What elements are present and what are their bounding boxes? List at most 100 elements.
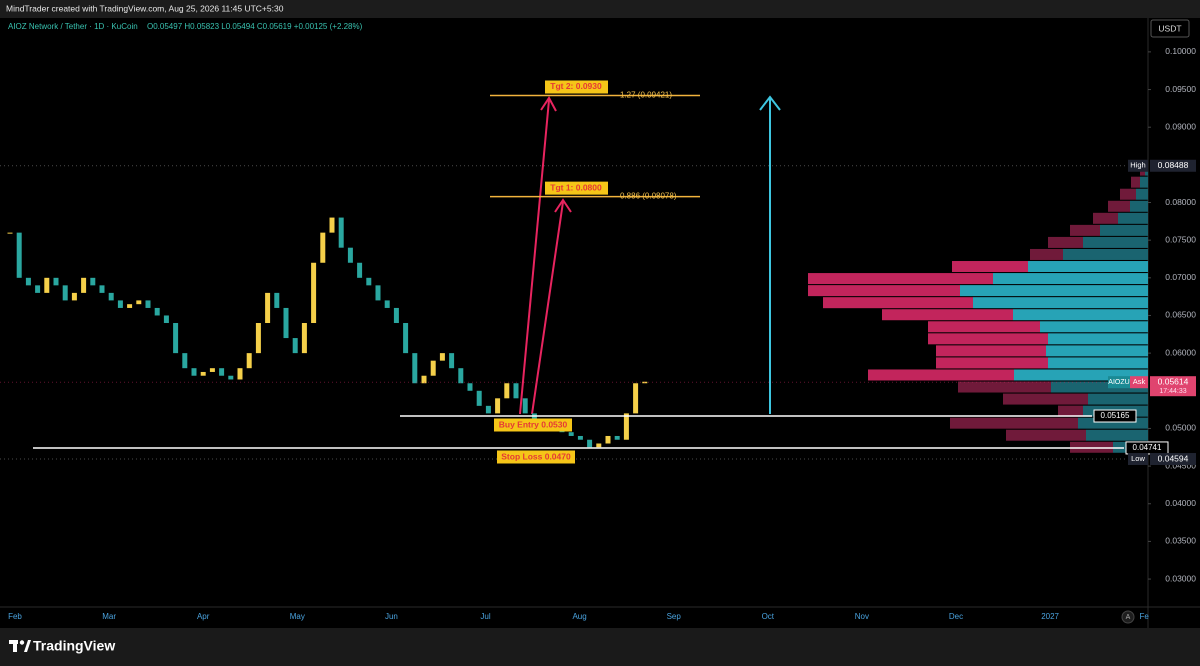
- fib-label: 1.27 (0.09421): [620, 91, 672, 100]
- y-tick-label: 0.09500: [1165, 84, 1196, 94]
- candle: [62, 285, 68, 301]
- target-arrow: [531, 201, 564, 415]
- candle: [320, 232, 326, 263]
- x-tick-label: Fe: [1140, 612, 1150, 621]
- candle: [485, 405, 491, 414]
- volume-buy: [973, 297, 1148, 309]
- volume-buy: [1088, 393, 1148, 405]
- candle: [16, 232, 22, 278]
- candle: [53, 277, 59, 286]
- y-tick-label: 0.06500: [1165, 310, 1196, 320]
- volume-sell: [868, 369, 1014, 381]
- stop-label: Stop Loss 0.0470: [501, 451, 571, 461]
- candle: [182, 353, 188, 369]
- candle: [228, 375, 234, 380]
- candle: [577, 435, 583, 440]
- candle: [366, 277, 372, 286]
- volume-buy: [960, 285, 1148, 297]
- y-tick-label: 0.06000: [1165, 347, 1196, 357]
- volume-sell: [928, 321, 1040, 333]
- volume-sell: [928, 333, 1048, 345]
- candle: [301, 323, 307, 354]
- candle: [145, 300, 151, 308]
- candle: [393, 307, 399, 324]
- candle: [522, 398, 528, 414]
- stop-box: [497, 450, 575, 464]
- volume-sell: [1003, 393, 1088, 405]
- volume-sell: [958, 381, 1051, 393]
- auto-scale-icon: A: [1126, 614, 1131, 621]
- candle: [605, 435, 611, 444]
- volume-buy: [1063, 248, 1148, 260]
- candle: [99, 285, 105, 293]
- volume-sell: [808, 273, 993, 285]
- entry-box: [494, 418, 572, 432]
- candle: [108, 292, 114, 301]
- x-tick-label: Feb: [8, 612, 22, 621]
- candle: [614, 435, 620, 440]
- volume-buy: [1048, 357, 1148, 369]
- candle: [430, 360, 436, 376]
- y-tick-label: 0.07500: [1165, 234, 1196, 244]
- y-tick-label: 0.09000: [1165, 121, 1196, 131]
- volume-sell: [882, 309, 1013, 321]
- candle: [200, 371, 206, 376]
- volume-buy: [1040, 321, 1148, 333]
- currency-box[interactable]: [1150, 19, 1190, 38]
- x-tick-label: May: [290, 612, 305, 621]
- low-tag: [1128, 453, 1148, 466]
- target-arrow: [519, 99, 550, 415]
- target-label: Tgt 1: 0.0800: [550, 182, 602, 192]
- candle: [623, 413, 629, 440]
- candle: [81, 277, 87, 293]
- volume-sell: [1058, 405, 1083, 417]
- symbol-tag: [1108, 376, 1130, 389]
- volume-buy: [1013, 309, 1148, 321]
- candle: [568, 432, 574, 436]
- currency: USDT: [1158, 23, 1181, 33]
- volume-buy: [1083, 236, 1148, 248]
- candle: [283, 307, 289, 339]
- candle: [587, 439, 593, 448]
- volume-sell: [1006, 429, 1086, 441]
- candle: [209, 368, 215, 372]
- y-tick-label: 0.04000: [1165, 498, 1196, 508]
- volume-sell: [808, 285, 960, 297]
- x-tick-label: Apr: [197, 612, 210, 621]
- fib-label: 0.886 (0.08078): [620, 192, 677, 201]
- top-bar: [0, 0, 1200, 18]
- volume-sell: [936, 345, 1046, 357]
- volume-buy: [1140, 176, 1148, 188]
- ask-value-box: [1150, 376, 1196, 397]
- ask-tag: [1130, 376, 1148, 389]
- candle: [421, 375, 427, 384]
- candle: [467, 383, 473, 391]
- volume-buy: [1078, 417, 1148, 429]
- volume-sell: [1070, 224, 1100, 236]
- arrows: [519, 95, 781, 415]
- brand: TradingView: [33, 638, 115, 654]
- bottom-bar: [0, 628, 1200, 666]
- candle: [513, 383, 519, 399]
- x-tick-label: Nov: [855, 612, 869, 621]
- target-box: [545, 80, 608, 94]
- level-box: [1093, 409, 1137, 423]
- candle: [7, 232, 13, 234]
- x-tick-label: Mar: [102, 612, 116, 621]
- candle: [458, 368, 464, 384]
- auto-scale-button[interactable]: [1121, 610, 1135, 624]
- candle: [265, 292, 271, 324]
- candle: [596, 443, 602, 448]
- candle: [25, 277, 31, 286]
- high-value: 0.08488: [1158, 160, 1189, 170]
- candle: [504, 383, 510, 399]
- candle: [357, 262, 363, 278]
- volume-buy: [993, 273, 1148, 285]
- volume-buy: [1028, 261, 1148, 273]
- volume-buy: [1048, 333, 1148, 345]
- arrow-head: [554, 198, 572, 213]
- x-tick-label: Jun: [385, 612, 398, 621]
- candle: [44, 277, 50, 293]
